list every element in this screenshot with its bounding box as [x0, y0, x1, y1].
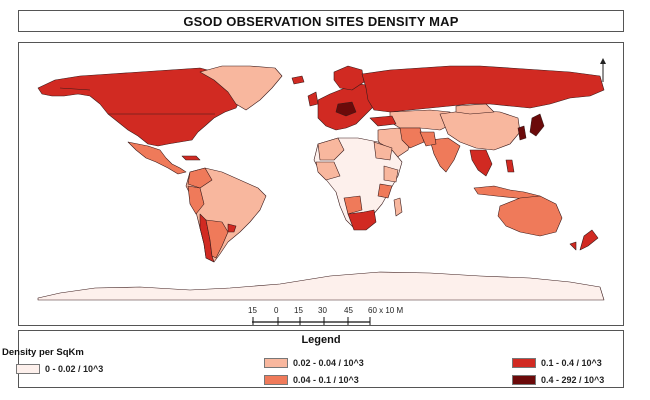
region-scandinavia [333, 65, 365, 91]
legend-item-3: 0.04 - 0.1 / 10^3 [264, 375, 359, 385]
region-kenya [377, 183, 393, 199]
region-iceland [291, 75, 305, 85]
legend-swatch-3 [264, 375, 288, 385]
region-iran [399, 127, 425, 149]
region-uruguay [227, 223, 237, 233]
region-madagascar [393, 197, 403, 217]
scale-label-1: 0 [274, 306, 279, 315]
region-turkey [369, 115, 397, 127]
legend-swatch-1 [16, 364, 40, 374]
region-antarctica [37, 271, 605, 301]
scale-label-3: 30 [318, 306, 327, 315]
region-central-europe [335, 101, 357, 117]
region-peru [187, 185, 205, 215]
region-new-zealand [579, 229, 599, 251]
region-west-africa [315, 161, 341, 181]
legend-label-3: 0.04 - 0.1 / 10^3 [293, 375, 359, 385]
region-north-america [37, 67, 241, 147]
region-philippines [505, 159, 515, 173]
world-map [37, 65, 605, 301]
legend-title: Legend [301, 334, 341, 346]
region-southeast-asia [469, 149, 493, 177]
region-north-africa [317, 137, 345, 161]
scale-label-2: 15 [294, 306, 303, 315]
region-mongolia [455, 103, 495, 115]
region-pakistan [419, 131, 437, 147]
legend-swatch-5 [512, 375, 536, 385]
legend-item-4: 0.1 - 0.4 / 10^3 [512, 358, 602, 368]
region-mexico [127, 141, 187, 175]
legend-item-5: 0.4 - 292 / 10^3 [512, 375, 604, 385]
region-japan [529, 113, 545, 137]
scale-label-4: 45 [344, 306, 353, 315]
region-greenland [199, 65, 283, 111]
scale-bar-ruler [252, 317, 371, 325]
legend-swatch-2 [264, 358, 288, 368]
region-korea [517, 125, 527, 141]
legend-label-5: 0.4 - 292 / 10^3 [541, 375, 605, 385]
map-title-box: GSOD OBSERVATION SITES DENSITY MAP [18, 10, 624, 32]
region-egypt [373, 141, 393, 161]
scale-label-0: 15 [248, 306, 257, 315]
region-uk [307, 91, 319, 107]
legend-label-4: 0.1 - 0.4 / 10^3 [541, 358, 602, 368]
scale-label-5: 60 x 10 M [368, 306, 404, 315]
legend-label-1: 0 - 0.02 / 10^3 [45, 364, 104, 374]
legend-swatch-4 [512, 358, 536, 368]
map-title: GSOD OBSERVATION SITES DENSITY MAP [183, 13, 459, 29]
region-angola [343, 195, 363, 215]
north-arrow-icon [600, 58, 606, 82]
legend-item-1: 0 - 0.02 / 10^3 [16, 364, 103, 374]
region-argentina [205, 219, 229, 259]
region-southern-africa [347, 209, 377, 231]
legend-label-2: 0.02 - 0.04 / 10^3 [293, 358, 364, 368]
region-ethiopia [383, 165, 399, 183]
scale-bar: 15 0 15 30 45 60 x 10 M [242, 306, 412, 328]
legend-subtitle: Density per SqKm [2, 347, 84, 358]
region-australia [497, 195, 563, 237]
region-colombia [187, 167, 213, 189]
legend-item-2: 0.02 - 0.04 / 10^3 [264, 358, 364, 368]
region-india [429, 137, 461, 173]
